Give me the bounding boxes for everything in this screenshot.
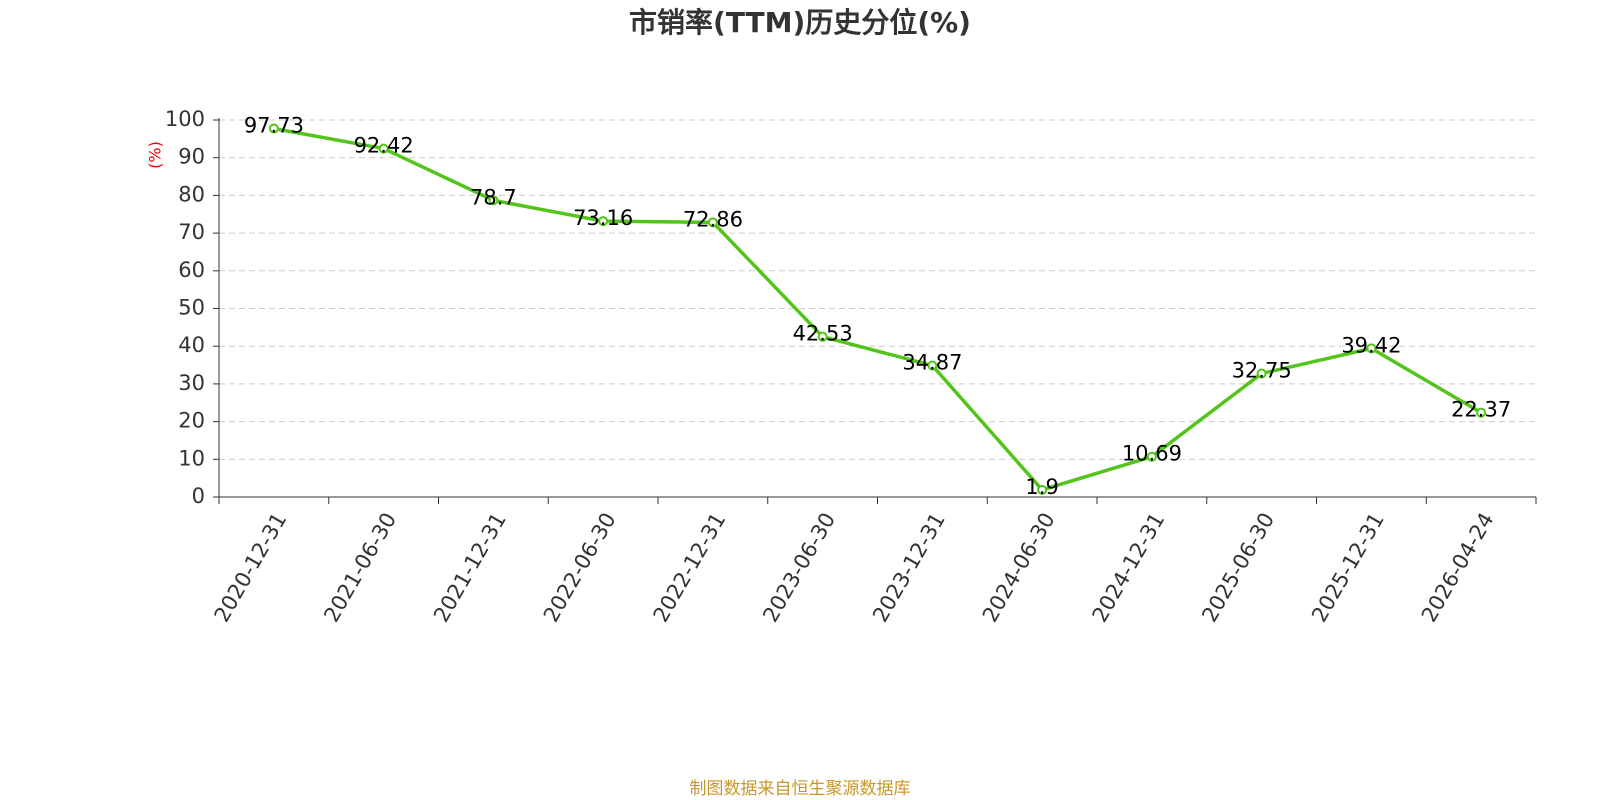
x-tick-label: 2025-12-31	[1307, 509, 1389, 627]
y-tick-label: 50	[178, 296, 205, 320]
point	[598, 216, 609, 227]
point	[1146, 451, 1157, 462]
y-tick-label: 80	[178, 182, 205, 206]
data-label: 72.86	[683, 207, 743, 231]
source-note: 制图数据来自恒生聚源数据库	[690, 779, 911, 799]
y-tick-label: 30	[178, 371, 205, 395]
chart-title: 市销率(TTM)历史分位(%)	[629, 6, 971, 39]
point	[1037, 484, 1048, 495]
y-tick-label: 100	[165, 107, 205, 131]
y-tick-label: 20	[178, 409, 205, 433]
x-tick-label: 2024-12-31	[1088, 509, 1170, 627]
line	[273, 126, 1483, 492]
point	[1256, 368, 1267, 379]
data-label: 42.53	[793, 322, 853, 346]
point	[488, 195, 499, 206]
point	[1366, 343, 1377, 354]
data-label: 22.37	[1451, 398, 1511, 422]
data-label: 34.87	[902, 351, 962, 375]
x-tick-label: 2023-06-30	[758, 509, 840, 627]
data-label: 1.9	[1025, 475, 1058, 499]
x-tick-label: 2021-12-31	[429, 509, 511, 627]
x-tick-label: 2020-12-31	[210, 509, 292, 627]
point	[268, 123, 279, 134]
data-label: 73.16	[573, 206, 633, 230]
data-label: 39.42	[1341, 333, 1401, 357]
data-label: 32.75	[1232, 359, 1292, 383]
point	[817, 331, 828, 342]
y-tick-label: 0	[192, 484, 205, 508]
point	[707, 217, 718, 228]
y-tick-label: 40	[178, 333, 205, 357]
x-tick-label: 2024-06-30	[978, 509, 1060, 627]
y-axis-label: (%)	[146, 141, 165, 169]
x-tick-label: 2025-06-30	[1197, 509, 1279, 627]
data-label: 92.42	[354, 134, 414, 158]
x-tick-label: 2023-12-31	[868, 509, 950, 627]
y-tick-label: 70	[178, 220, 205, 244]
y-tick-label: 60	[178, 258, 205, 282]
data-label: 97.73	[244, 114, 304, 138]
data-label: 78.7	[470, 185, 517, 209]
x-tick-label: 2021-06-30	[319, 509, 401, 627]
y-tick-label: 10	[178, 446, 205, 470]
x-tick-label: 2026-04-24	[1417, 509, 1499, 627]
y-tick-label: 90	[178, 145, 205, 169]
point	[1476, 407, 1487, 418]
x-tick-label: 2022-06-30	[539, 509, 621, 627]
point	[378, 143, 389, 154]
data-label: 10.69	[1122, 442, 1182, 466]
x-tick-label: 2022-12-31	[649, 509, 731, 627]
point	[927, 360, 938, 371]
